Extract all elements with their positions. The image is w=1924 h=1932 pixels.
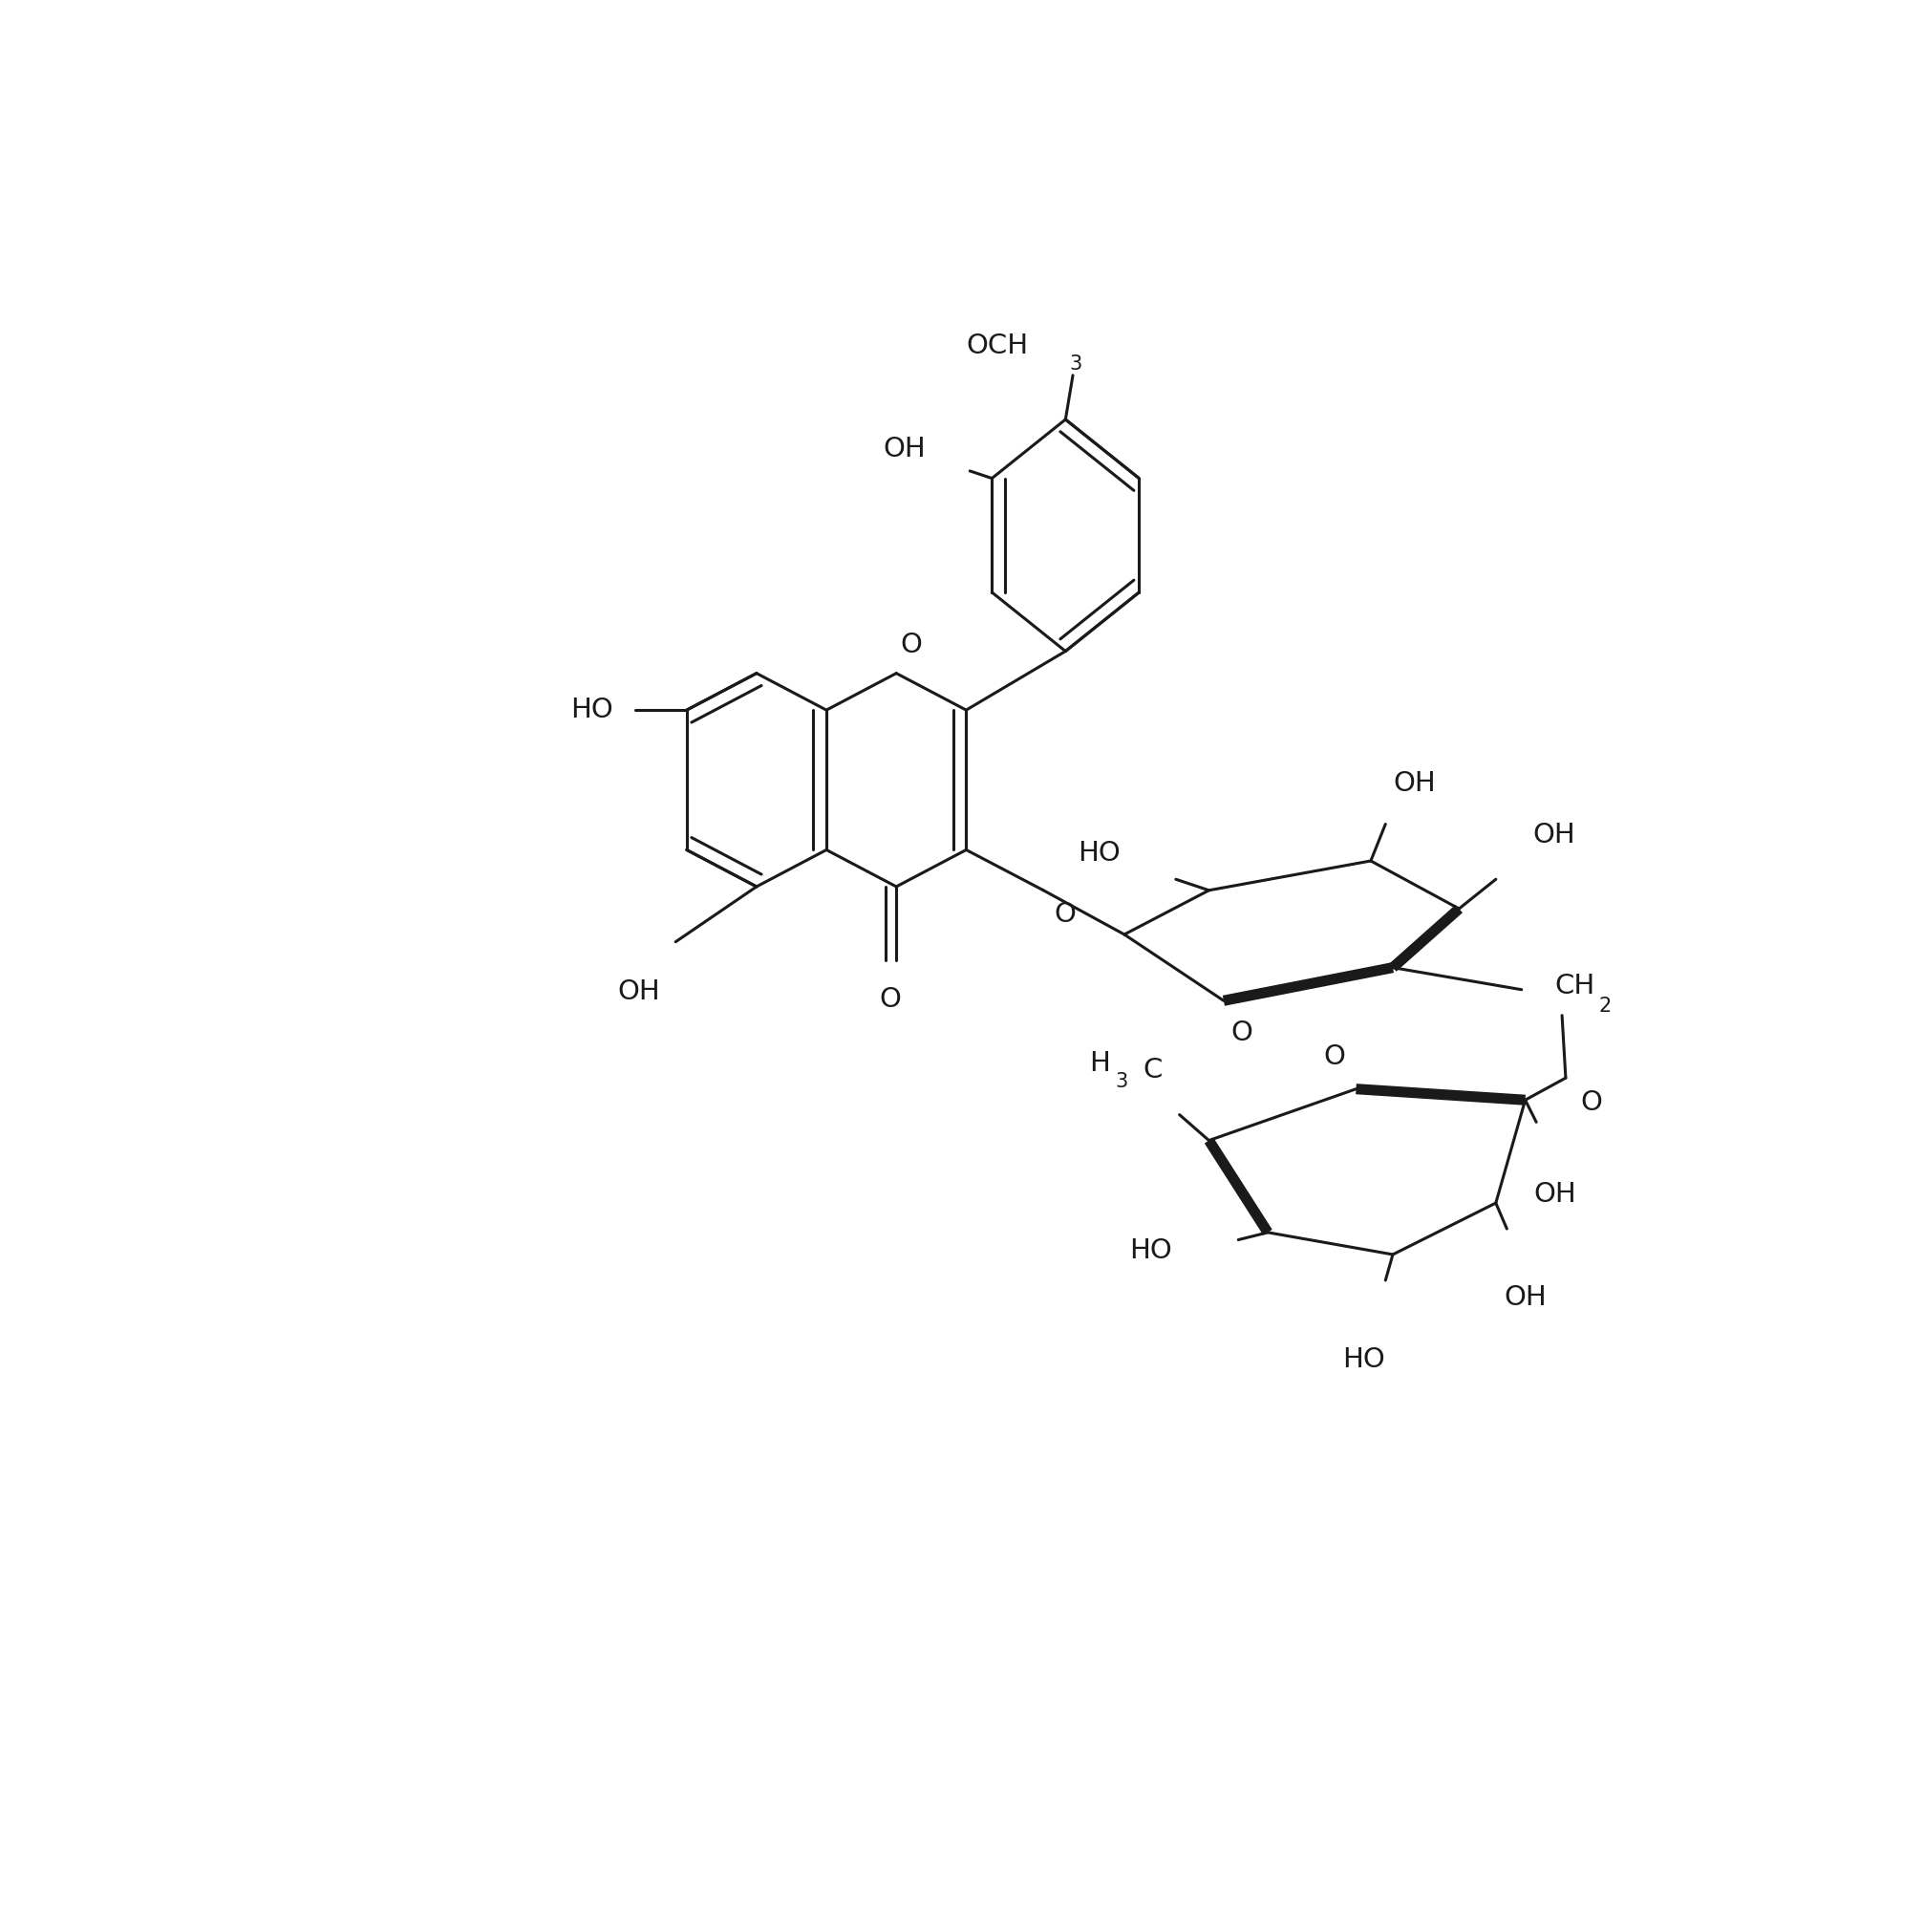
Text: O: O bbox=[879, 985, 900, 1012]
Text: OH: OH bbox=[618, 980, 660, 1005]
Text: H: H bbox=[1089, 1049, 1110, 1076]
Text: O: O bbox=[1054, 902, 1076, 927]
Text: HO: HO bbox=[570, 697, 614, 723]
Text: C: C bbox=[1143, 1057, 1162, 1084]
Text: 3: 3 bbox=[1116, 1072, 1127, 1092]
Text: HO: HO bbox=[1129, 1236, 1172, 1264]
Text: 3: 3 bbox=[1070, 355, 1081, 373]
Text: OCH: OCH bbox=[966, 332, 1029, 359]
Text: HO: HO bbox=[1343, 1347, 1385, 1374]
Text: O: O bbox=[1580, 1090, 1603, 1115]
Text: OH: OH bbox=[1505, 1285, 1547, 1310]
Text: HO: HO bbox=[1077, 840, 1120, 867]
Text: OH: OH bbox=[1533, 821, 1576, 848]
Text: OH: OH bbox=[883, 435, 925, 462]
Text: O: O bbox=[1324, 1043, 1345, 1070]
Text: OH: OH bbox=[1533, 1180, 1576, 1208]
Text: OH: OH bbox=[1393, 771, 1435, 798]
Text: O: O bbox=[900, 632, 922, 659]
Text: CH: CH bbox=[1555, 972, 1595, 999]
Text: O: O bbox=[1231, 1018, 1253, 1045]
Text: 2: 2 bbox=[1599, 997, 1612, 1016]
